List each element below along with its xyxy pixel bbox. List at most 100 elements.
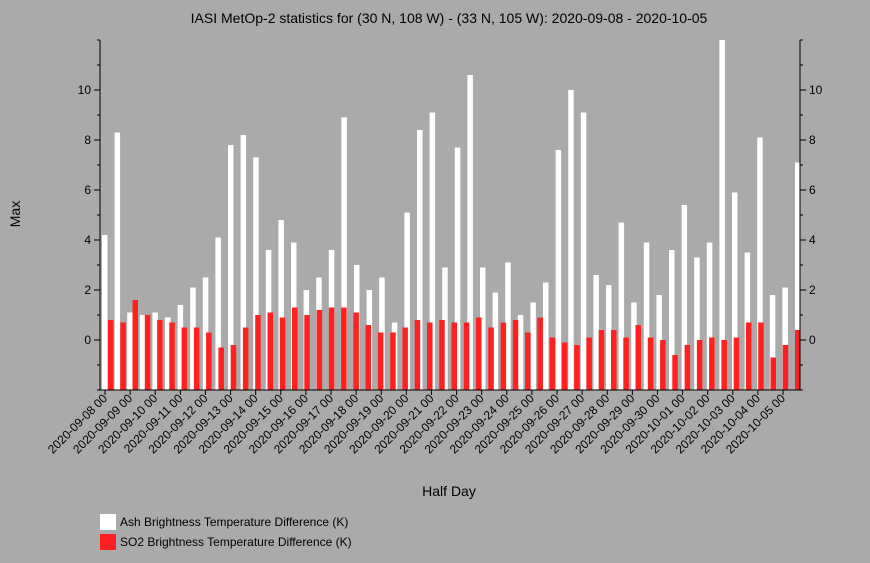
so2-bar bbox=[770, 357, 776, 390]
ash-bar bbox=[228, 145, 234, 390]
ash-bar bbox=[517, 315, 524, 390]
so2-bar bbox=[132, 300, 138, 390]
ash-bar bbox=[114, 132, 121, 390]
ash-bar bbox=[240, 135, 247, 390]
so2-bar bbox=[181, 327, 188, 390]
ash-bar bbox=[127, 312, 133, 390]
so2-bar bbox=[598, 330, 605, 390]
ash-bar bbox=[278, 220, 284, 390]
so2-bar bbox=[169, 322, 175, 390]
so2-bar bbox=[721, 340, 727, 390]
y-tick-label-right: 2 bbox=[809, 283, 816, 297]
legend-item-so2: SO2 Brightness Temperature Difference (K… bbox=[100, 532, 352, 552]
ash-bar bbox=[732, 192, 738, 390]
so2-bar bbox=[733, 337, 740, 390]
y-tick-label-right: 4 bbox=[809, 233, 816, 247]
ash-bar bbox=[631, 302, 637, 390]
y-tick-label-left: 2 bbox=[84, 283, 91, 297]
ash-bar bbox=[719, 40, 725, 390]
ash-bar bbox=[480, 267, 486, 390]
so2-bar bbox=[144, 315, 151, 390]
so2-bar bbox=[304, 315, 310, 390]
so2-bar bbox=[549, 337, 556, 390]
ash-bar bbox=[706, 242, 713, 390]
so2-bar bbox=[795, 330, 801, 390]
so2-bar bbox=[279, 317, 286, 390]
so2-bar bbox=[193, 327, 200, 390]
y-tick-label-right: 8 bbox=[809, 133, 816, 147]
so2-bar bbox=[525, 332, 531, 390]
so2-bar bbox=[696, 340, 703, 390]
legend: Ash Brightness Temperature Difference (K… bbox=[100, 512, 352, 552]
so2-bar bbox=[476, 317, 482, 390]
ash-bar bbox=[442, 267, 448, 390]
so2-bar bbox=[157, 320, 163, 390]
ash-bar bbox=[454, 147, 461, 390]
ash-swatch bbox=[100, 514, 116, 530]
ash-bar bbox=[580, 112, 587, 390]
so2-bar bbox=[353, 312, 359, 390]
chart-title: IASI MetOp-2 statistics for (30 N, 108 W… bbox=[191, 10, 708, 26]
ash-bar bbox=[177, 305, 184, 390]
so2-bar bbox=[758, 322, 764, 390]
ash-bar bbox=[757, 137, 763, 390]
so2-bar bbox=[206, 332, 212, 390]
so2-bar bbox=[782, 345, 789, 390]
x-axis-label: Half Day bbox=[422, 483, 476, 499]
ash-bar bbox=[782, 287, 788, 390]
ash-bar bbox=[555, 150, 562, 390]
y-tick-label-right: 10 bbox=[809, 83, 823, 97]
ash-bar bbox=[744, 252, 751, 390]
ash-bar bbox=[530, 302, 536, 390]
so2-bar bbox=[377, 332, 384, 390]
y-tick-label-left: 4 bbox=[84, 233, 91, 247]
ash-bar bbox=[190, 287, 196, 390]
so2-bar bbox=[611, 330, 617, 390]
so2-bar bbox=[120, 322, 126, 390]
so2-bar bbox=[709, 337, 715, 390]
ash-bar bbox=[139, 315, 146, 390]
so2-swatch bbox=[100, 534, 116, 550]
ash-bar bbox=[769, 295, 776, 390]
so2-bar bbox=[341, 307, 347, 390]
y-tick-label-right: 0 bbox=[809, 333, 816, 347]
so2-bar bbox=[255, 315, 261, 390]
so2-bar bbox=[745, 322, 752, 390]
ash-bar bbox=[152, 312, 158, 390]
so2-bar bbox=[623, 337, 629, 390]
legend-label-so2: SO2 Brightness Temperature Difference (K… bbox=[120, 535, 352, 549]
ash-bar bbox=[618, 222, 625, 390]
so2-bar bbox=[647, 337, 654, 390]
ash-bar bbox=[253, 157, 259, 390]
so2-bar bbox=[218, 347, 224, 390]
bars-group bbox=[102, 40, 801, 390]
y-tick-label-left: 10 bbox=[78, 83, 92, 97]
legend-item-ash: Ash Brightness Temperature Difference (K… bbox=[100, 512, 352, 532]
ash-bar bbox=[467, 75, 473, 390]
so2-bar bbox=[463, 322, 470, 390]
ash-bar bbox=[568, 90, 574, 390]
so2-bar bbox=[512, 320, 519, 390]
ash-bar bbox=[643, 242, 650, 390]
so2-bar bbox=[242, 327, 249, 390]
y-tick-label-right: 6 bbox=[809, 183, 816, 197]
so2-bar bbox=[488, 327, 494, 390]
ash-bar bbox=[543, 282, 549, 390]
ash-bar bbox=[593, 275, 599, 390]
legend-label-ash: Ash Brightness Temperature Difference (K… bbox=[120, 515, 349, 529]
so2-bar bbox=[635, 325, 641, 390]
so2-bar bbox=[672, 355, 678, 390]
so2-bar bbox=[267, 312, 273, 390]
so2-bar bbox=[390, 332, 396, 390]
so2-bar bbox=[684, 345, 691, 390]
ash-bar bbox=[795, 162, 801, 390]
so2-bar bbox=[500, 322, 507, 390]
ash-bar bbox=[694, 257, 700, 390]
ash-bar bbox=[417, 130, 423, 390]
ash-bar bbox=[165, 317, 171, 390]
so2-bar bbox=[451, 322, 457, 390]
so2-bar bbox=[402, 327, 408, 390]
so2-bar bbox=[316, 310, 323, 390]
ash-bar bbox=[492, 292, 499, 390]
